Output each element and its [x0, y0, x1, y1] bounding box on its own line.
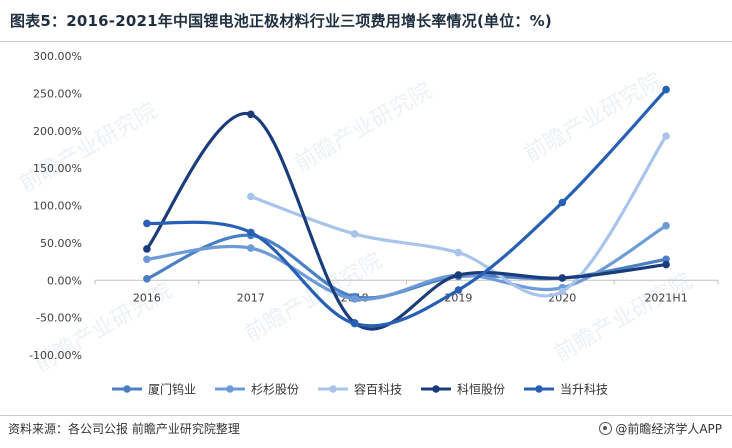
data-point [247, 228, 255, 237]
data-point [143, 255, 151, 264]
data-point [247, 110, 255, 119]
y-tick-label: 200.00% [33, 125, 82, 138]
series-5 [143, 85, 670, 328]
series-line [145, 111, 668, 331]
legend-label: 杉杉股份 [251, 383, 299, 397]
x-tick-label: 2016 [133, 291, 161, 304]
y-tick-label: 0.00% [47, 274, 82, 287]
legend-swatch-marker [123, 385, 131, 393]
legend-swatch-marker [432, 385, 440, 393]
series-line [145, 224, 668, 301]
data-point [143, 245, 151, 253]
legend: 厦门钨业 杉杉股份 容百科技 科恒股份 当升科技 [112, 382, 608, 397]
legend-swatch-marker [535, 385, 543, 393]
data-point [558, 198, 567, 207]
y-tick-label: 300.00% [33, 50, 82, 63]
footer-divider [0, 415, 732, 416]
legend-item: 杉杉股份 [215, 383, 299, 397]
data-point [662, 221, 670, 230]
data-point [662, 85, 670, 94]
data-point [143, 275, 151, 283]
brand-credit-text: @前瞻经济学人APP [615, 422, 722, 436]
legend-label: 科恒股份 [457, 383, 505, 397]
y-tick-label: 100.00% [33, 200, 82, 213]
legend-item: 容百科技 [318, 382, 402, 397]
legend-label: 厦门钨业 [148, 382, 196, 397]
y-tick-label: -100.00% [29, 349, 82, 362]
data-point [454, 286, 463, 294]
data-point [662, 132, 670, 140]
legend-item: 当升科技 [524, 383, 608, 397]
x-tick-label: 2017 [237, 291, 265, 304]
legend-label: 容百科技 [354, 382, 402, 397]
legend-item: 厦门钨业 [112, 382, 196, 397]
y-tick-label: 50.00% [40, 237, 82, 250]
watermark-text: 前瞻产业研究院 [521, 69, 667, 168]
x-tick-label: 2021H1 [644, 291, 687, 304]
chart-title: 图表5：2016-2021年中国锂电池正极材料行业三项费用增长率情况(单位：%) [10, 12, 552, 30]
legend-label: 当升科技 [560, 383, 608, 397]
legend-item: 科恒股份 [421, 383, 505, 397]
y-tick-label: 250.00% [33, 87, 82, 100]
legend-swatch-marker [329, 385, 337, 393]
data-point [350, 230, 359, 238]
data-point [662, 255, 670, 264]
series-layer [143, 85, 670, 331]
source-note: 资料来源：各公司公报 前瞻产业研究院整理 [8, 422, 240, 436]
data-point [662, 260, 670, 269]
brand-logo-icon [599, 422, 613, 435]
watermark-text: 前瞻产业研究院 [291, 79, 437, 178]
title-divider [0, 41, 732, 42]
data-point [143, 219, 151, 228]
data-point [350, 319, 359, 328]
series-4 [143, 110, 670, 331]
data-point [558, 287, 567, 296]
axes: -100.00% -50.00% 0.00% 50.00% 100.00% 150.00%… [29, 50, 719, 362]
data-point [247, 192, 255, 201]
y-tick-label: 150.00% [33, 162, 82, 175]
watermark-text: 前瞻产业研究院 [16, 99, 162, 198]
data-point [454, 271, 463, 279]
data-point [247, 244, 255, 252]
legend-swatch-marker [226, 385, 234, 393]
data-point [454, 248, 463, 257]
brand-credit: @前瞻经济学人APP [599, 420, 722, 437]
series-3 [247, 132, 670, 298]
series-line [249, 134, 668, 298]
data-point [558, 274, 567, 282]
y-tick-label: -50.00% [36, 312, 82, 325]
data-point [350, 295, 359, 303]
